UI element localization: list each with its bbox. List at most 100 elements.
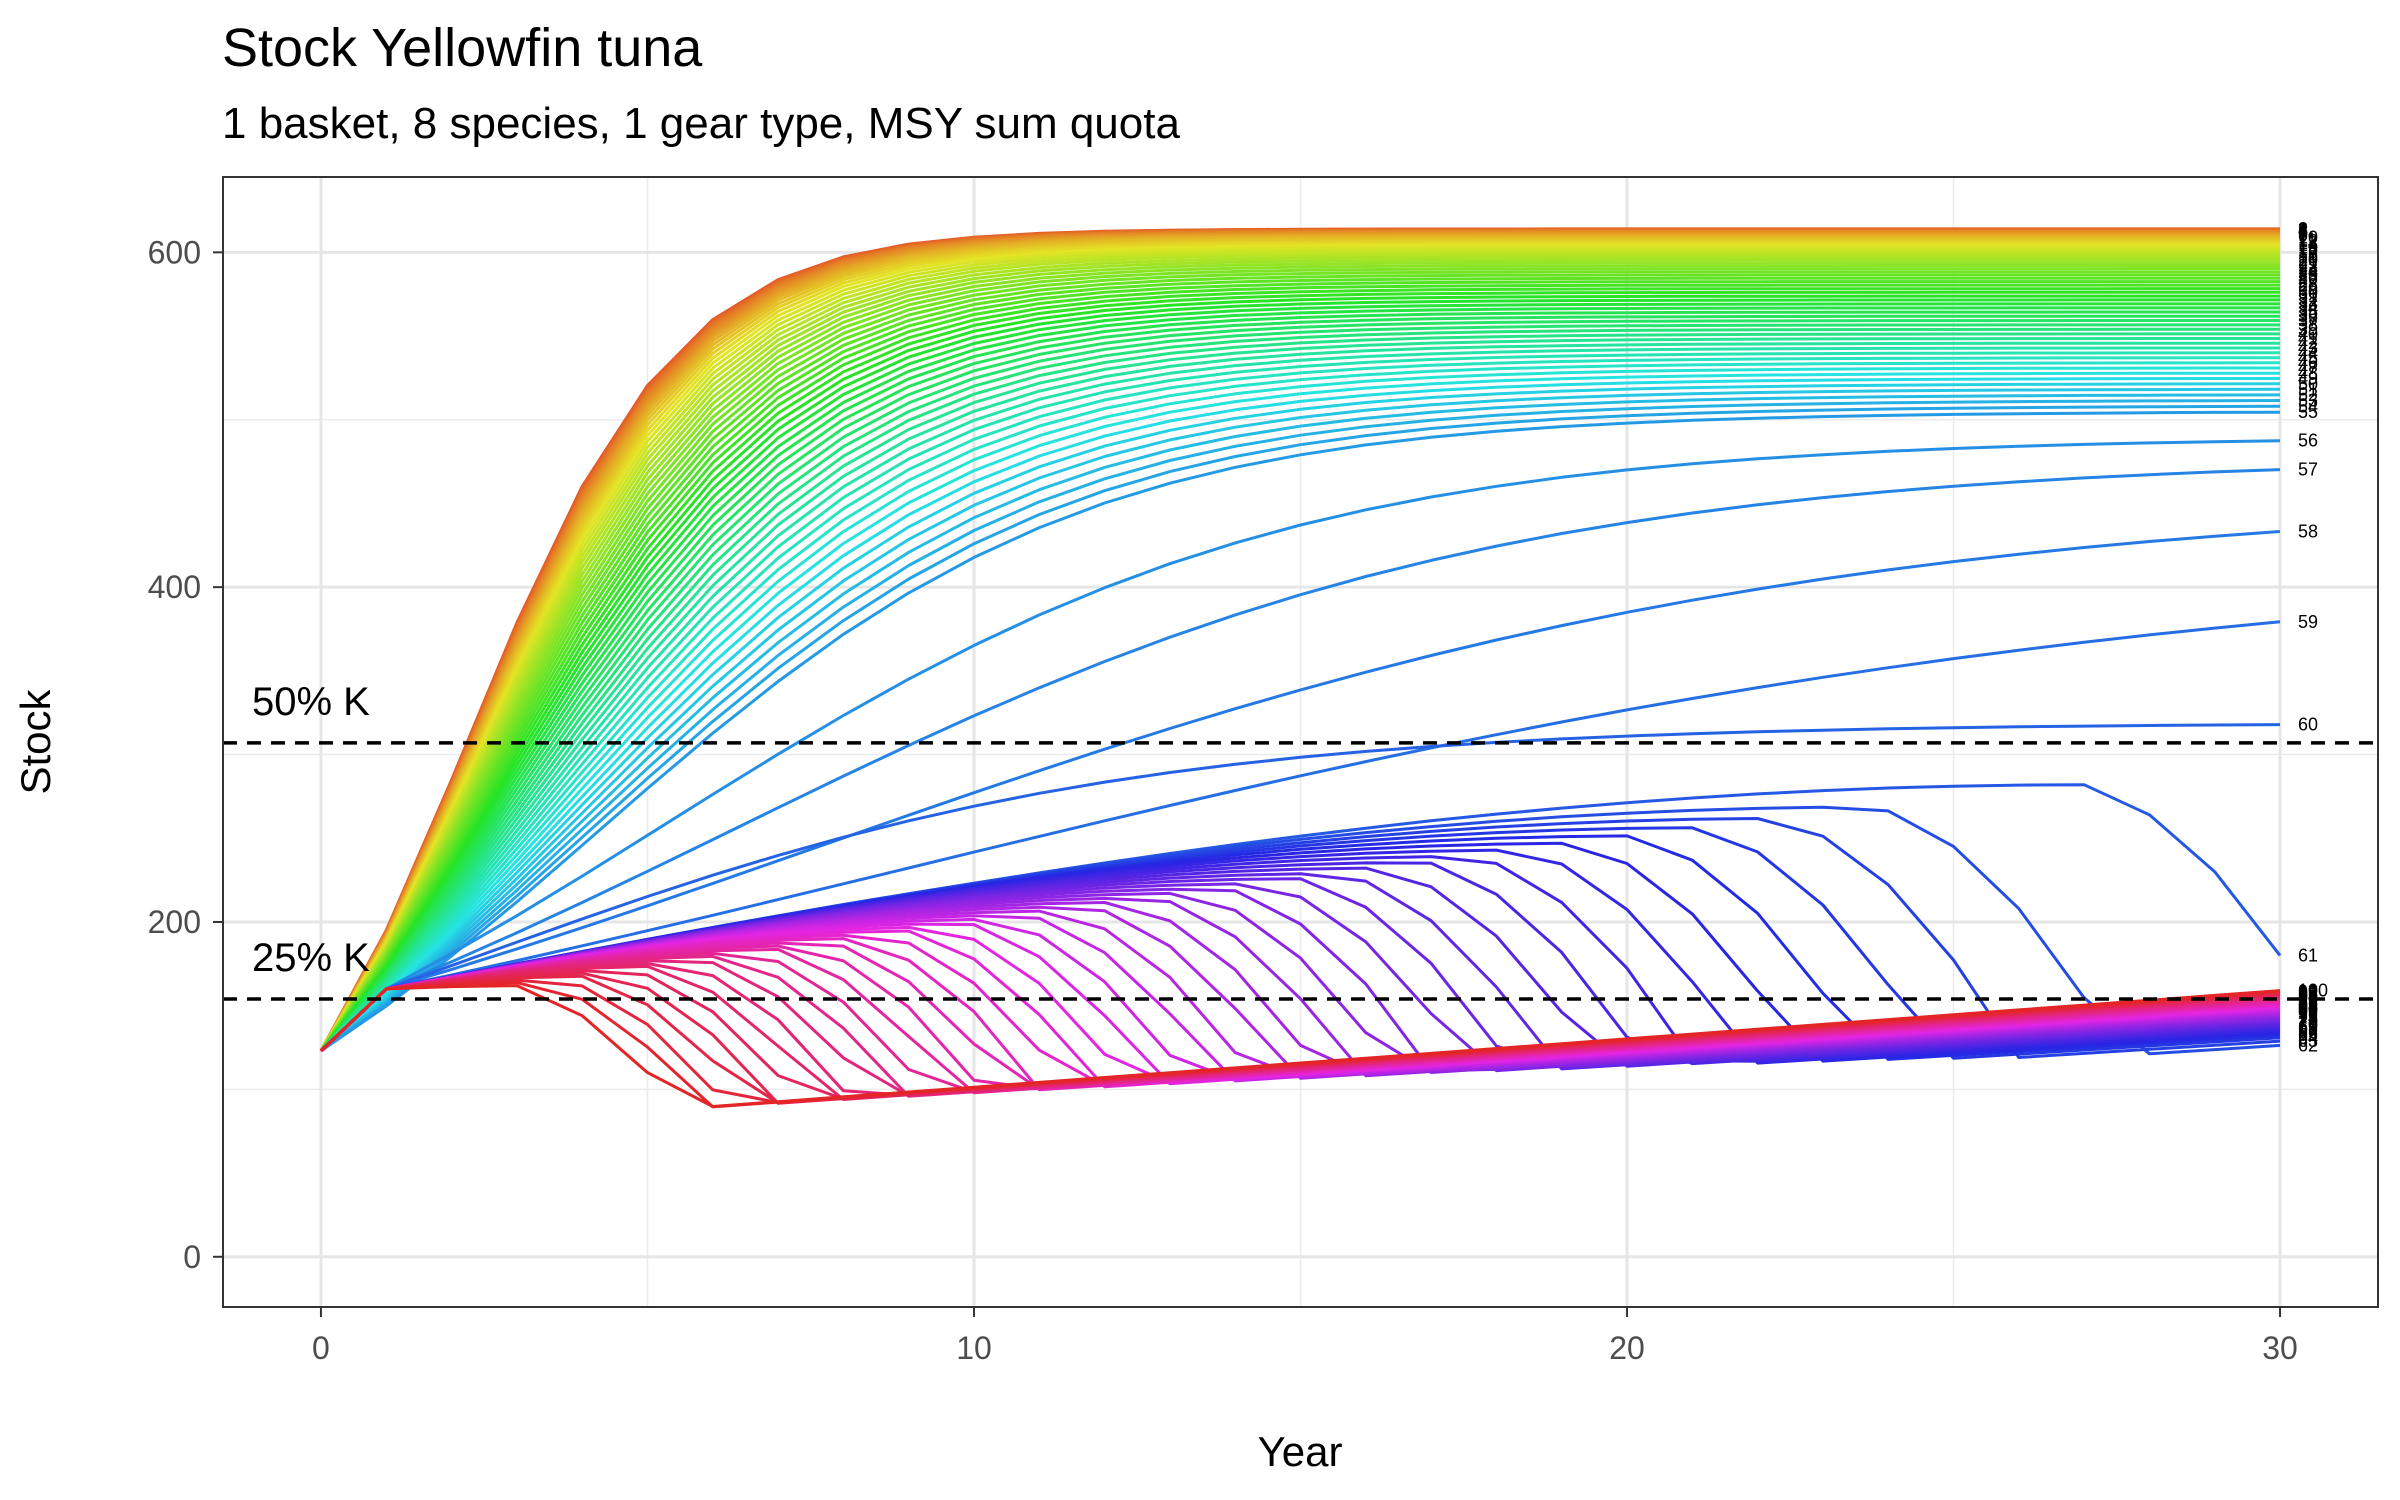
series-line-24 — [319, 270, 2280, 1052]
series-end-label-23: 23 — [2298, 259, 2318, 279]
series-line-29 — [319, 287, 2280, 1052]
series-end-label-69: 69 — [2298, 1016, 2318, 1036]
series-end-label-64: 64 — [2298, 1028, 2318, 1048]
series-end-label-53: 53 — [2298, 391, 2318, 411]
series-end-label-24: 24 — [2298, 262, 2318, 282]
series-end-label-88: 88 — [2298, 992, 2318, 1012]
y-tick-label: 400 — [148, 569, 201, 605]
series-line-55 — [320, 410, 2281, 1053]
x-tick-label: 10 — [956, 1330, 992, 1366]
series-end-label-15: 15 — [2298, 237, 2318, 257]
series-end-label-95: 95 — [2298, 985, 2318, 1005]
series-line-56 — [319, 439, 2281, 1052]
series-end-label-51: 51 — [2298, 379, 2318, 399]
series-line-12 — [319, 239, 2280, 1052]
series-end-label-10: 10 — [2298, 228, 2318, 248]
series-line-40 — [319, 332, 2280, 1052]
series-end-label-56: 56 — [2298, 431, 2318, 451]
series-end-label-40: 40 — [2298, 324, 2318, 344]
series-line-44 — [319, 351, 2281, 1052]
series-end-label-6: 6 — [2298, 222, 2308, 242]
series-end-label-90: 90 — [2298, 990, 2318, 1010]
series-end-label-19: 19 — [2298, 247, 2318, 267]
series-line-38 — [319, 323, 2280, 1052]
series-line-34 — [319, 306, 2280, 1052]
series-end-label-42: 42 — [2298, 333, 2318, 353]
x-tick-label: 30 — [2262, 1330, 2298, 1366]
series-end-label-89: 89 — [2298, 991, 2318, 1011]
series-end-label-85: 85 — [2298, 995, 2318, 1015]
series-end-label-9: 9 — [2298, 226, 2308, 246]
reference-line-label-1: 50% K — [252, 680, 370, 724]
series-end-label-81: 81 — [2298, 999, 2318, 1019]
series-line-18 — [319, 253, 2280, 1052]
series-end-label-14: 14 — [2298, 235, 2318, 255]
series-end-label-21: 21 — [2298, 253, 2318, 273]
series-end-label-100: 100 — [2298, 981, 2328, 1001]
series-end-label-66: 66 — [2298, 1023, 2318, 1043]
series-end-label-58: 58 — [2298, 521, 2318, 541]
series-end-label-98: 98 — [2298, 982, 2318, 1002]
series-line-13 — [319, 241, 2280, 1052]
series-end-label-29: 29 — [2298, 279, 2318, 299]
series-end-label-84: 84 — [2298, 996, 2318, 1016]
series-end-label-26: 26 — [2298, 268, 2318, 288]
series-end-label-3: 3 — [2298, 220, 2308, 240]
panel-border — [222, 176, 2379, 1308]
series-line-27 — [319, 280, 2280, 1052]
series-end-label-37: 37 — [2298, 310, 2318, 330]
y-tick-label: 0 — [183, 1239, 201, 1275]
series-line-11 — [319, 237, 2280, 1052]
series-line-51 — [320, 387, 2281, 1053]
series-line-48 — [320, 371, 2280, 1053]
series-line-46 — [319, 361, 2281, 1053]
reference-line-label-2: 25% K — [252, 936, 370, 980]
series-end-label-54: 54 — [2298, 396, 2318, 416]
series-line-21 — [319, 261, 2280, 1052]
series-end-label-72: 72 — [2298, 1011, 2318, 1031]
series-line-53 — [320, 399, 2281, 1053]
series-end-label-28: 28 — [2298, 275, 2318, 295]
series-line-32 — [319, 298, 2280, 1052]
y-tick-label: 600 — [148, 234, 201, 270]
chart-title: Stock Yellowfin tuna — [222, 18, 703, 78]
series-end-label-39: 39 — [2298, 319, 2318, 339]
series-end-label-97: 97 — [2298, 983, 2318, 1003]
series-line-100 — [319, 984, 2281, 1108]
series-end-label-49: 49 — [2298, 368, 2318, 388]
series-line-41 — [319, 337, 2280, 1052]
reference-lines: 50% K 25% K — [223, 680, 2378, 1001]
series-end-label-30: 30 — [2298, 282, 2318, 302]
series-end-label-77: 77 — [2298, 1004, 2318, 1024]
series-line-33 — [319, 302, 2280, 1052]
series-end-label-38: 38 — [2298, 315, 2318, 335]
series-lines — [319, 227, 2282, 1109]
plot-panel: 50% K25% K 12345678910111213141516171819… — [222, 176, 2379, 1308]
series-end-label-22: 22 — [2298, 256, 2318, 276]
series-line-14 — [319, 243, 2280, 1052]
series-end-label-27: 27 — [2298, 272, 2318, 292]
series-line-10 — [319, 236, 2280, 1052]
series-end-label-50: 50 — [2298, 374, 2318, 394]
series-end-label-63: 63 — [2298, 1031, 2318, 1051]
series-end-label-82: 82 — [2298, 998, 2318, 1018]
series-end-label-36: 36 — [2298, 306, 2318, 326]
series-end-label-32: 32 — [2298, 290, 2318, 310]
series-end-label-12: 12 — [2298, 231, 2318, 251]
series-end-label-91: 91 — [2298, 989, 2318, 1009]
series-line-54 — [320, 404, 2281, 1053]
series-end-label-80: 80 — [2298, 1000, 2318, 1020]
series-end-label-93: 93 — [2298, 987, 2318, 1007]
series-end-label-2: 2 — [2298, 219, 2308, 239]
series-end-label-43: 43 — [2298, 338, 2318, 358]
series-end-label-35: 35 — [2298, 302, 2318, 322]
series-line-60 — [319, 723, 2281, 1052]
series-end-label-41: 41 — [2298, 328, 2318, 348]
x-axis-title: Year — [1258, 1428, 1343, 1475]
series-end-label-11: 11 — [2298, 229, 2317, 249]
series-end-label-94: 94 — [2298, 986, 2318, 1006]
series-line-43 — [319, 346, 2280, 1052]
series-end-label-7: 7 — [2298, 223, 2308, 243]
series-end-label-71: 71 — [2298, 1013, 2318, 1033]
